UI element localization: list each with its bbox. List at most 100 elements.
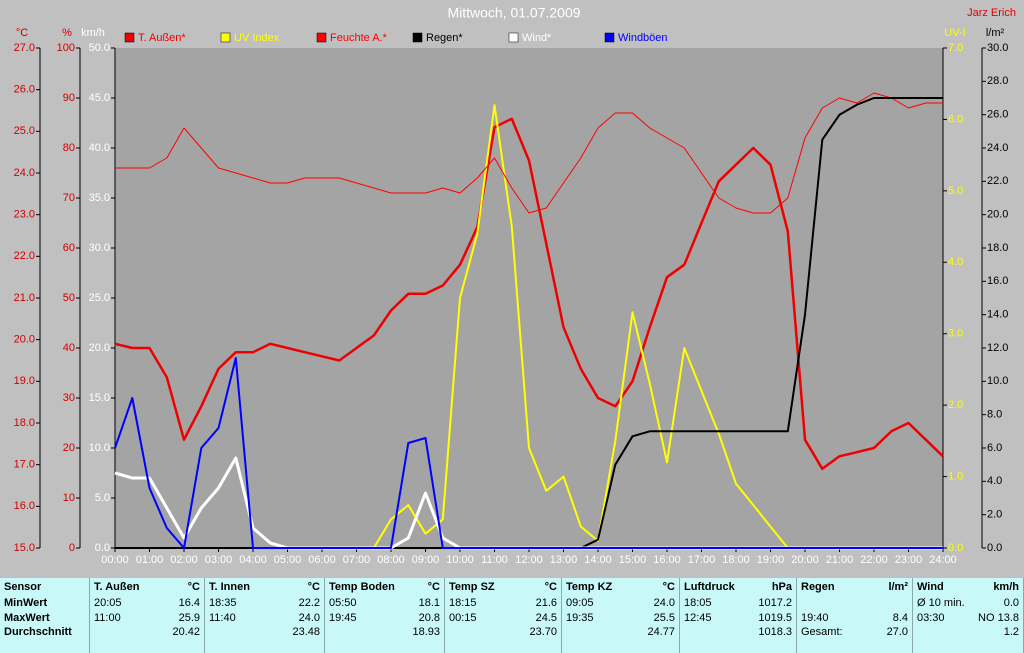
y-tick-label: 14.0 <box>987 309 1008 321</box>
y-tick-label: 1.0 <box>948 470 963 482</box>
row: 11:00 25.9 <box>94 611 200 626</box>
y-tick-label: 18.0 <box>14 417 35 429</box>
cell: 11:40 <box>209 611 236 624</box>
column: Temp SZ °C 18:15 21.6 00:15 24.5 23.70 <box>445 578 562 653</box>
cell: Regen <box>801 581 835 593</box>
y-tick-label: 40.0 <box>89 142 110 154</box>
row: 24.77 <box>566 625 675 640</box>
cell: 25.5 <box>653 611 675 624</box>
legend-label: T. Außen* <box>138 32 186 44</box>
y-tick-label: 90 <box>63 92 75 104</box>
author: Jarz Erich <box>967 7 1016 19</box>
header: Temp SZ °C <box>449 579 557 596</box>
cell: 1019.5 <box>758 611 792 624</box>
cell: 25.9 <box>178 611 200 624</box>
y-tick-label: 10 <box>63 492 75 504</box>
cell: T. Außen <box>94 581 140 593</box>
header: T. Innen °C <box>209 579 320 596</box>
header: Luftdruck hPa <box>684 579 792 596</box>
y-tick-label: 6.0 <box>948 113 963 125</box>
y-tick-label: 4.0 <box>948 256 963 268</box>
column: Sensor MinWert MaxWert Durchschnitt <box>0 578 90 653</box>
y-tick-label: 0.0 <box>987 542 1002 554</box>
cell: 16.4 <box>178 597 200 609</box>
y-tick-label: 16.0 <box>14 500 35 512</box>
x-tick-label: 21:00 <box>826 554 854 566</box>
cell: 19:45 <box>329 611 357 624</box>
header: Regen l/m² <box>801 579 908 596</box>
row: 19:45 20.8 <box>329 611 440 626</box>
cell: 03:30 <box>917 611 945 624</box>
cell: 23.48 <box>292 626 320 638</box>
cell: 18:35 <box>209 597 237 609</box>
y-tick-label: 20.0 <box>14 334 35 346</box>
cell: 19:40 <box>801 611 829 624</box>
row: 00:15 24.5 <box>449 611 557 626</box>
row: Ø 10 min. 0.0 <box>917 596 1019 611</box>
row: 05:50 18.1 <box>329 596 440 611</box>
plot-area <box>115 48 943 548</box>
row: 23.70 <box>449 625 557 640</box>
y-tick-label: 15.0 <box>89 392 110 404</box>
cell: Ø 10 min. <box>917 597 965 609</box>
y-tick-label: 21.0 <box>14 292 35 304</box>
cell: Luftdruck <box>684 581 735 593</box>
legend-swatch <box>412 32 423 43</box>
row <box>801 596 908 611</box>
cell: °C <box>307 581 320 593</box>
x-tick-label: 14:00 <box>584 554 612 566</box>
cell: 18.1 <box>418 597 440 609</box>
y-tick-label: 0.0 <box>948 542 963 554</box>
header: Wind km/h <box>917 579 1019 596</box>
y-tick-label: 60 <box>63 242 75 254</box>
column: T. Innen °C 18:35 22.2 11:40 24.0 23.48 <box>205 578 325 653</box>
cell: 21.6 <box>535 597 557 609</box>
y-tick-label: 18.0 <box>987 242 1008 254</box>
y-tick-label: 19.0 <box>14 375 35 387</box>
x-tick-label: 22:00 <box>860 554 888 566</box>
row: 09:05 24.0 <box>566 596 675 611</box>
y-tick-label: 10.0 <box>89 442 110 454</box>
x-tick-label: 11:00 <box>481 554 508 566</box>
cell: °C <box>662 581 675 593</box>
legend-swatch <box>316 32 327 43</box>
cell: 18:05 <box>684 597 712 609</box>
row: 23.48 <box>209 625 320 640</box>
y-tick-label: 27.0 <box>14 42 35 54</box>
column: Regen l/m² 19:40 8.4 Gesamt: 27.0 <box>797 578 913 653</box>
y-tick-label: 25.0 <box>89 292 110 304</box>
cell: km/h <box>993 581 1019 593</box>
y-tick-label: 20 <box>63 442 75 454</box>
x-tick-label: 05:00 <box>274 554 302 566</box>
x-tick-label: 06:00 <box>308 554 336 566</box>
column: Temp Boden °C 05:50 18.1 19:45 20.8 18.93 <box>325 578 445 653</box>
x-tick-label: 02:00 <box>170 554 198 566</box>
y-tick-label: 26.0 <box>14 84 35 96</box>
row: 1018.3 <box>684 625 792 640</box>
axis-title: °C <box>16 27 28 39</box>
cell: 05:50 <box>329 597 357 609</box>
y-tick-label: 2.0 <box>948 399 963 411</box>
row-label: MinWert <box>4 596 85 611</box>
y-tick-label: 10.0 <box>987 375 1008 387</box>
column: Wind km/h Ø 10 min. 0.0 03:30 NO 13.8 1.2 <box>913 578 1024 653</box>
row: 12:45 1019.5 <box>684 611 792 626</box>
axis-title: km/h <box>81 27 105 39</box>
column: Luftdruck hPa 18:05 1017.2 12:45 1019.5 1018.3 <box>680 578 797 653</box>
row: 19:35 25.5 <box>566 611 675 626</box>
cell: °C <box>187 581 200 593</box>
cell: Temp KZ <box>566 581 613 593</box>
y-tick-label: 35.0 <box>89 192 110 204</box>
cell: 24.77 <box>647 626 675 638</box>
cell: 1.2 <box>1003 626 1019 638</box>
cell: T. Innen <box>209 581 250 593</box>
legend-label: Windböen <box>618 32 668 44</box>
row: 18.93 <box>329 625 440 640</box>
series-line <box>114 117 944 471</box>
cell: 8.4 <box>892 611 908 624</box>
x-tick-label: 12:00 <box>515 554 543 566</box>
cell: Temp SZ <box>449 581 495 593</box>
x-tick-label: 09:00 <box>412 554 440 566</box>
y-tick-label: 8.0 <box>987 409 1002 421</box>
